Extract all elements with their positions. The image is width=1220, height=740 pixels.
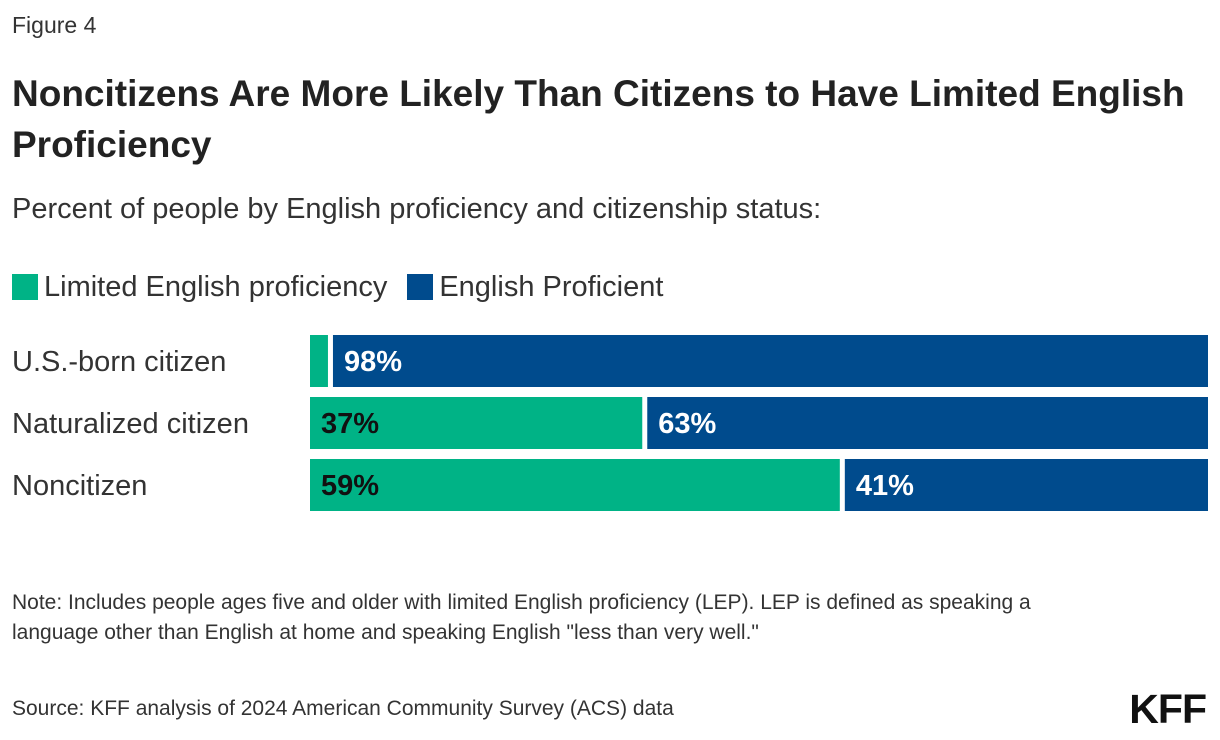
legend-swatch-proficient	[407, 274, 434, 300]
category-label: Noncitizen	[12, 470, 147, 502]
legend-label-proficient: English Proficient	[439, 270, 664, 303]
bar-segment	[844, 459, 1208, 511]
chart-note: Note: Includes people ages five and olde…	[12, 591, 1031, 644]
legend-swatch-limited	[12, 274, 38, 300]
bar-segment	[310, 397, 643, 449]
kff-logo: KFF	[1129, 686, 1207, 732]
data-label: 59%	[321, 470, 379, 502]
bar-segment	[647, 397, 1208, 449]
chart-source: Source: KFF analysis of 2024 American Co…	[12, 697, 674, 720]
chart-title: Noncitizens Are More Likely Than Citizen…	[12, 73, 1185, 165]
chart-subtitle: Percent of people by English proficiency…	[12, 193, 822, 225]
figure-label: Figure 4	[12, 12, 97, 38]
bar-segment	[310, 459, 840, 511]
legend-item-proficient: English Proficient	[407, 271, 663, 304]
bar-chart: U.S.-born citizen 98% Naturalized citizen 3…	[12, 335, 1209, 511]
data-label: 37%	[321, 408, 379, 440]
data-label: 98%	[344, 346, 402, 378]
data-label: 63%	[658, 408, 716, 440]
category-label: U.S.-born citizen	[12, 346, 226, 378]
legend: Limited English proficiency English Prof…	[12, 267, 683, 307]
legend-label-limited: Limited English proficiency	[44, 270, 388, 303]
category-label: Naturalized citizen	[12, 408, 249, 440]
bar-segment	[332, 335, 1209, 387]
legend-item-limited: Limited English proficiency	[12, 271, 387, 304]
data-label: 41%	[856, 470, 914, 502]
bar-segment	[310, 335, 328, 387]
